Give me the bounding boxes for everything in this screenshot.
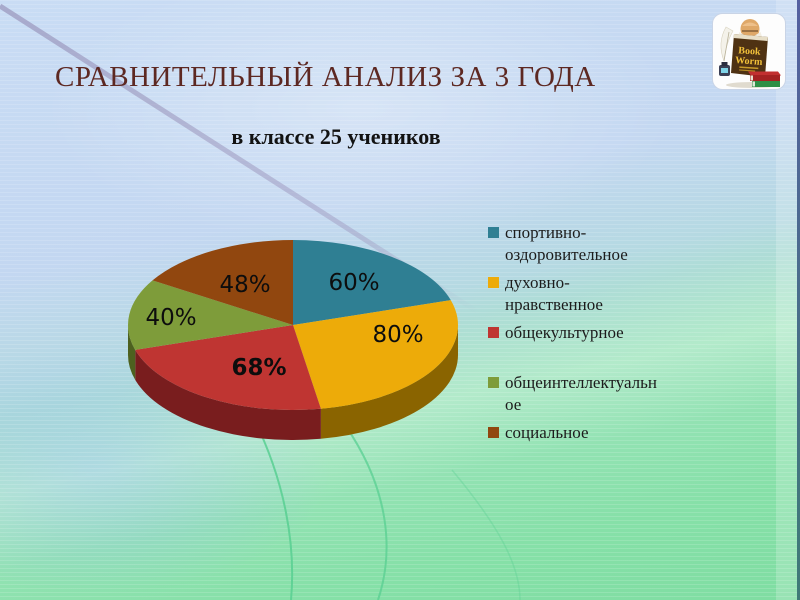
right-edge-band <box>776 0 797 600</box>
diagonal-accent-line <box>0 3 480 315</box>
legend-label: духовно-нравственное <box>505 273 603 314</box>
legend-label: спортивно-оздоровительное <box>505 223 628 264</box>
legend-item: духовно-нравственное <box>488 272 688 322</box>
legend-marker-icon <box>488 377 499 388</box>
legend-item: общеинтеллектуальное <box>488 372 688 422</box>
bookworm-logo-icon: Book Worm <box>712 13 786 90</box>
petal-arc <box>451 469 521 600</box>
legend-item: спортивно-оздоровительное <box>488 222 688 272</box>
slide-title: СРАВНИТЕЛЬНЫЙ АНАЛИЗ ЗА 3 ГОДА <box>55 61 596 93</box>
legend-marker-icon <box>488 327 499 338</box>
legend-marker-icon <box>488 277 499 288</box>
legend-label: общеинтеллектуальное <box>505 373 658 414</box>
slide-subtitle: в классе 25 учеников <box>231 124 441 149</box>
logo-book-title-line1: Book <box>738 45 761 58</box>
right-edge-line <box>797 0 800 600</box>
chart-legend: спортивно-оздоровительное духовно-нравст… <box>488 222 688 472</box>
legend-label: социальное <box>505 423 589 442</box>
legend-marker-icon <box>488 227 499 238</box>
legend-item: социальное <box>488 422 688 472</box>
legend-label: общекультурное <box>505 323 624 342</box>
legend-item: общекультурное <box>488 322 688 372</box>
petal-arc <box>251 414 294 600</box>
legend-marker-icon <box>488 427 499 438</box>
petal-arc <box>344 424 388 600</box>
logo-book-title-line2: Worm <box>735 55 764 68</box>
